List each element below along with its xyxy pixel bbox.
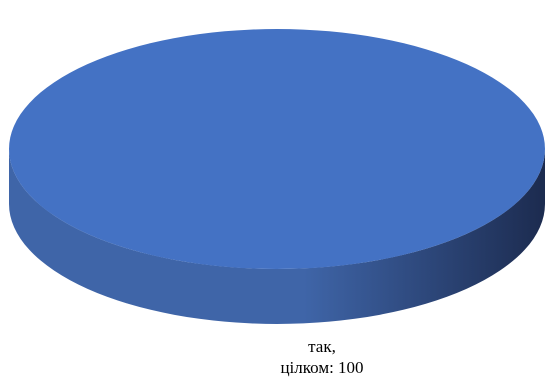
slice-label-category: так, <box>308 337 336 356</box>
pie-slice-top <box>9 29 545 269</box>
slice-data-label: так, цілком: 100 <box>262 336 382 378</box>
pie-slice-side <box>9 149 545 324</box>
slice-label-value: цілком: 100 <box>280 358 364 377</box>
